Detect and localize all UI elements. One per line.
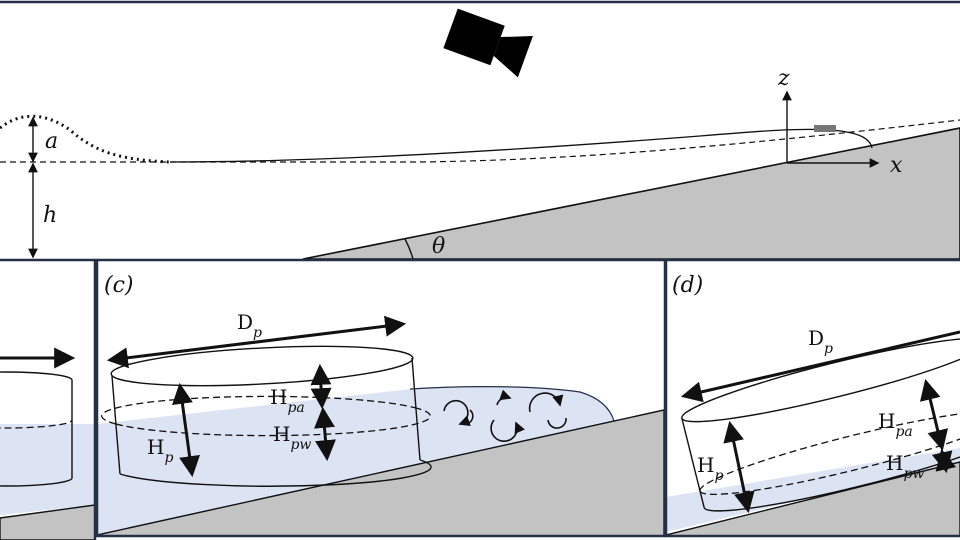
panel-c-air-height-label: Hpa (270, 385, 305, 416)
panel-c-slope (97, 409, 664, 535)
panel-b (0, 261, 95, 540)
panel-d: (d) Dp Hp Hpa Hpw (666, 273, 960, 535)
panel-d-diameter-label: Dp (808, 326, 833, 357)
panel-d-height-arrow (723, 420, 755, 514)
panel-b-water (0, 424, 95, 515)
slope-angle-label: θ (432, 234, 445, 259)
panel-c-diameter-label: Dp (237, 310, 262, 341)
beach-slope (302, 127, 960, 259)
gauge-marker (814, 125, 836, 132)
panel-c-water-surface (409, 386, 615, 422)
panel-c-water-height-label: Hpw (273, 422, 311, 453)
panel-d-tag: (d) (672, 273, 703, 298)
circular-arrow-icon (443, 399, 474, 426)
panel-d-diameter-arrow (680, 330, 960, 403)
panel-c-air-height-arrow (310, 363, 332, 410)
depth-label: h (43, 203, 57, 228)
panel-c: (c) Dp Hp Hpa Hpw (97, 273, 664, 535)
video-camera-icon (443, 8, 533, 78)
x-axis-label: x (890, 153, 903, 178)
amplitude-label: a (45, 129, 58, 154)
runup-profile (169, 128, 873, 163)
still-water-level (0, 119, 960, 163)
panel-b-slope (0, 504, 95, 540)
panel-d-water-height-label: Hpw (886, 451, 924, 482)
panel-c-height-label: Hp (147, 435, 173, 466)
panel-d-water-height-arrow (931, 448, 957, 474)
circular-arrow-icon (528, 392, 567, 429)
panel-b-water-line (0, 419, 73, 429)
top-panel: a h θ z x (0, 0, 960, 259)
panel-b-frame (0, 258, 97, 540)
panel-b-cylinder (0, 371, 73, 487)
incident-solitary-wave (0, 114, 171, 164)
circular-arrow-icon (490, 389, 525, 442)
panel-c-water (97, 386, 614, 535)
panel-d-frame (664, 258, 960, 538)
panel-c-diameter-arrow (106, 315, 407, 369)
panel-d-air-height-label: Hpa (878, 409, 913, 440)
panel-c-water-height-arrow (314, 406, 336, 462)
panel-d-height-label: Hp (697, 453, 723, 484)
panel-c-height-arrow (172, 382, 200, 478)
panel-d-air-height-arrow (920, 378, 948, 452)
panel-c-tag: (c) (104, 273, 134, 298)
z-axis-label: z (777, 66, 790, 91)
